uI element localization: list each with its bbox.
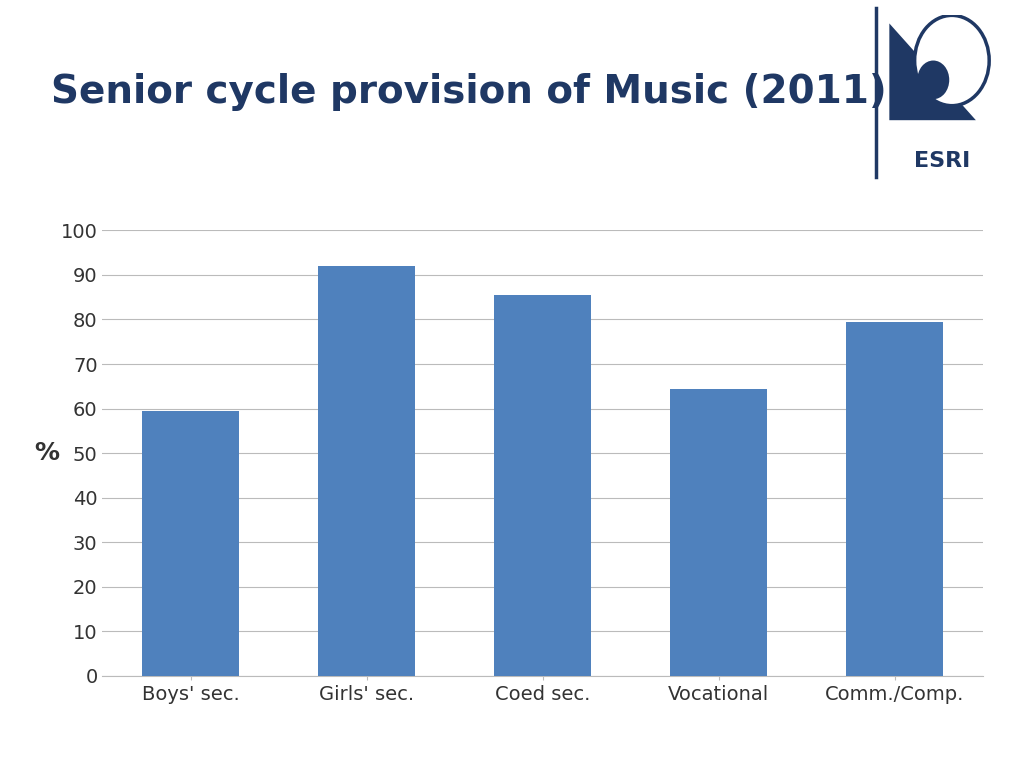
Circle shape <box>914 15 989 106</box>
Bar <box>495 295 591 676</box>
Bar <box>671 389 767 676</box>
Circle shape <box>918 61 949 99</box>
Text: Senior cycle provision of Music (2011): Senior cycle provision of Music (2011) <box>51 73 887 111</box>
Y-axis label: %: % <box>34 441 59 465</box>
Bar <box>846 322 943 676</box>
Bar <box>142 411 240 676</box>
Bar <box>318 266 415 676</box>
Text: ESRI: ESRI <box>914 151 971 170</box>
Polygon shape <box>889 23 976 121</box>
